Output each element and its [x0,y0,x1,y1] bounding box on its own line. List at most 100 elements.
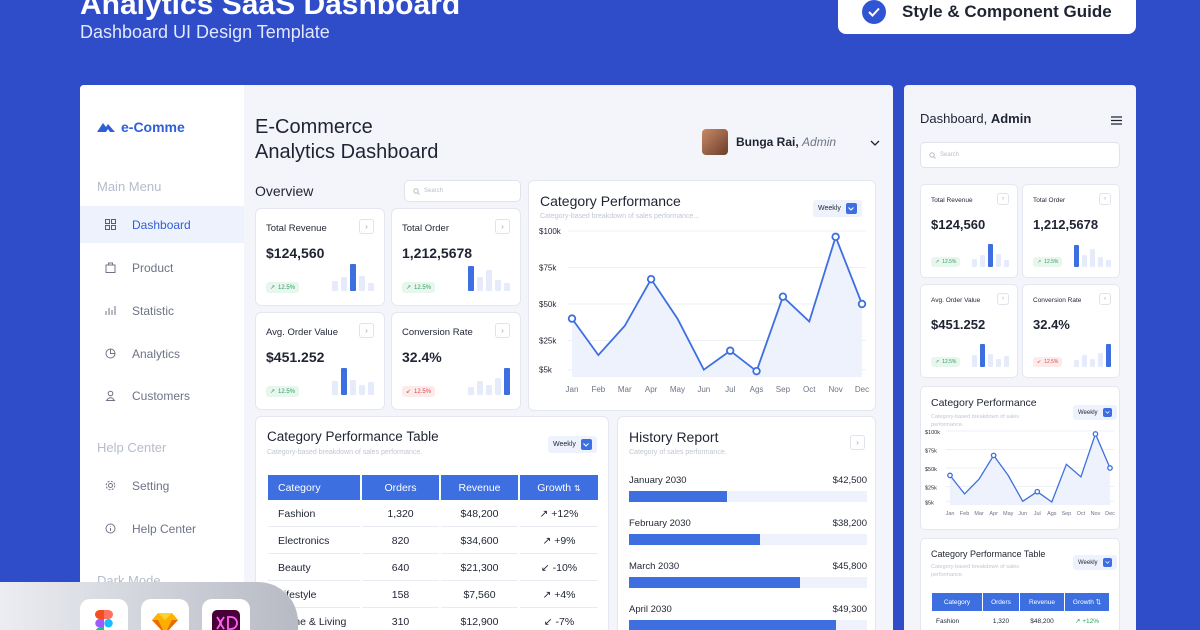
sidebar-item-customers[interactable]: Customers [80,377,244,414]
user-icon [104,390,116,402]
sidebar-item-dashboard[interactable]: Dashboard [80,206,244,243]
mini-bar [1106,344,1111,367]
sidebar-item-setting[interactable]: Setting [80,467,244,504]
data-point[interactable] [1092,431,1099,437]
area-fill [572,236,862,377]
table-row[interactable]: Home & Living 310 $12,900 ↙ -7% [268,610,598,630]
stat-card-avg-order-value[interactable]: Avg. Order Value › $451.252 ↗ 12.5% [255,312,385,410]
x-tick-label: May [1003,511,1014,517]
change-value: 12.5% [1044,259,1059,265]
category-table: Category Orders Revenue Growth ⇅ Fashion… [266,473,600,630]
mini-bar [341,277,347,291]
column-header-orders[interactable]: Orders [983,593,1019,611]
chevron-down-icon [1102,558,1112,567]
mobile-stat-card-total-revenue[interactable]: Total Revenue › $124,560 ↗ 12.5% [920,184,1018,278]
mobile-search-input[interactable]: Search [920,142,1120,168]
stat-card-total-order[interactable]: Total Order › 1,212,5678 ↗ 12.5% [391,208,521,306]
style-guide-button[interactable]: Style & Component Guide [838,0,1136,34]
period-dropdown[interactable]: Weekly [548,436,597,453]
mobile-dashboard: Dashboard, Admin Search Total Revenue › $1… [904,85,1136,630]
column-header-revenue[interactable]: Revenue [1020,593,1064,611]
stat-card-total-revenue[interactable]: Total Revenue › $124,560 ↗ 12.5% [255,208,385,306]
data-point[interactable] [990,452,997,459]
chevron-right-icon[interactable]: › [495,323,510,338]
hamburger-menu-icon[interactable] [1111,112,1122,130]
mobile-stat-card-avg-order-value[interactable]: Avg. Order Value › $451.252 ↗ 12.5% [920,284,1018,378]
chevron-right-icon[interactable]: › [850,435,865,450]
adobe-xd-icon [202,599,250,630]
table-cell-category: Fashion [936,617,960,625]
data-point[interactable] [725,346,735,355]
chart-icon [104,305,116,317]
column-header-orders[interactable]: Orders [362,475,439,500]
mobile-stat-card-conversion-rate[interactable]: Conversion Rate › 32.4% ↙ 12.5% [1022,284,1120,378]
data-point[interactable] [567,314,577,323]
history-progress-track [629,534,867,545]
chevron-right-icon[interactable]: › [997,193,1009,205]
chevron-right-icon[interactable]: › [1099,193,1111,205]
data-point[interactable] [857,299,867,309]
data-point[interactable] [1107,465,1113,471]
column-header-growth-label: Growth [1072,599,1094,606]
data-point[interactable] [752,366,761,376]
stat-label: Total Revenue [931,197,973,204]
x-tick-label: Ags [1047,511,1057,517]
search-input[interactable]: Search [404,180,521,202]
x-tick-label: Apr [989,511,998,517]
stat-label: Avg. Order Value [931,297,981,304]
sidebar-item-analytics[interactable]: Analytics [80,335,244,372]
category-table-subtitle: Category-based breakdown of sales perfor… [267,449,423,456]
sidebar-item-product[interactable]: Product [80,249,244,286]
change-value: 12.5% [942,259,957,265]
column-header-category[interactable]: Category [268,475,360,500]
mini-bar [972,259,977,267]
y-tick-label: $100k [925,430,940,436]
logo[interactable]: e-Comme [97,119,185,135]
period-dropdown[interactable]: Weekly [1073,555,1117,570]
history-value: $38,200 [832,518,867,529]
stat-card-conversion-rate[interactable]: Conversion Rate › 32.4% ↙ 12.5% [391,312,521,410]
data-point[interactable] [831,232,840,242]
figma-icon [80,599,128,630]
data-point[interactable] [646,274,656,284]
mini-bar [468,387,474,395]
area-fill [950,433,1110,505]
arrow-down-left-icon: ↙ [540,562,550,574]
sort-icon: ⇅ [574,483,581,493]
chevron-right-icon[interactable]: › [495,219,510,234]
growth-value: +9% [554,535,576,547]
arrow-up-right-icon: ↗ [542,589,552,601]
column-header-category[interactable]: Category [932,593,982,611]
column-header-growth[interactable]: Growth ⇅ [1065,593,1109,611]
sidebar-item-statistic[interactable]: Statistic [80,292,244,329]
sidebar-item-label: Product [132,260,174,275]
data-point[interactable] [1034,488,1041,495]
mini-bar [486,385,492,395]
chevron-right-icon[interactable]: › [359,219,374,234]
chevron-right-icon[interactable]: › [1099,293,1111,305]
column-header-growth[interactable]: Growth ⇅ [520,475,598,500]
column-header-revenue[interactable]: Revenue [441,475,518,500]
user-name: Bunga Rai, Admin [736,135,836,149]
mobile-stat-card-total-order[interactable]: Total Order › 1,212,5678 ↗ 12.5% [1022,184,1120,278]
x-tick-label: Dec [1105,511,1115,517]
user-name-text: Bunga Rai, [736,135,799,149]
user-menu[interactable]: Bunga Rai, Admin [702,129,880,155]
sidebar-item-help-center[interactable]: Help Center [80,510,244,547]
period-dropdown[interactable]: Weekly [1073,405,1117,420]
mobile-title: Dashboard, Admin [920,111,1031,126]
table-cell-revenue: $12,900 [441,610,518,630]
mobile-category-performance-title: Category Performance [931,397,1037,409]
table-row[interactable]: Electronics 820 $34,600 ↗ +9% [268,529,598,554]
chevron-right-icon[interactable]: › [359,323,374,338]
y-tick-label: $100k [539,227,562,236]
table-row[interactable]: Beauty 640 $21,300 ↙ -10% [268,556,598,581]
chevron-right-icon[interactable]: › [997,293,1009,305]
data-point[interactable] [947,472,953,479]
table-row[interactable]: Lifestyle 158 $7,560 ↗ +4% [268,583,598,608]
table-row[interactable]: Fashion 1,320 $48,200 ↗ +12% [268,502,598,527]
data-point[interactable] [778,292,788,301]
period-dropdown[interactable]: Weekly [813,200,862,217]
mobile-category-table-card: Category Performance Table Category-base… [920,538,1120,630]
chevron-down-icon[interactable] [870,133,880,151]
